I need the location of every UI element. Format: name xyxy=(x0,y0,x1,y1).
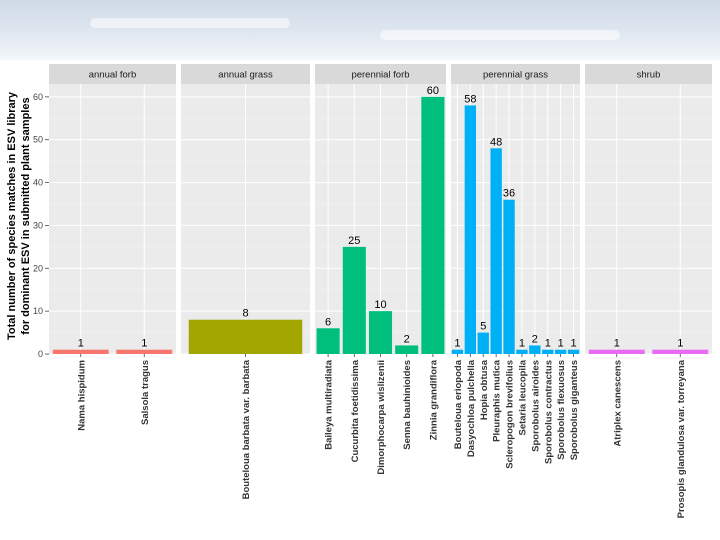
panel-perennial-grass: perennial grass 1 Bouteloua eriopoda 58 Dasy… xyxy=(451,64,580,469)
y-tick-label: 10 xyxy=(33,306,43,316)
panel-annual-forb: annual forb 1 Nama hispidum 1 Salsola tragus xyxy=(49,64,176,431)
x-category-label: Dasyochloa pulchella xyxy=(466,359,477,457)
x-category-label: Cucurbita foetidissima xyxy=(350,359,361,462)
x-category-label: Senna bauhinioides xyxy=(402,360,413,450)
y-tick-label: 50 xyxy=(33,135,43,145)
bar-value-label: 8 xyxy=(242,308,248,320)
bar-value-label: 1 xyxy=(558,338,564,350)
y-tick-label: 20 xyxy=(33,263,43,273)
bar-prosopis-glandulosa-var-torreyana xyxy=(652,349,709,354)
panel-shrub: shrub 1 Atriplex canescens 1 Prosopis glandu… xyxy=(585,64,712,518)
facet-strip-label: shrub xyxy=(637,70,661,81)
facet-strip xyxy=(451,64,580,84)
y-tick-label: 40 xyxy=(33,178,43,188)
bar-value-label: 5 xyxy=(480,321,486,333)
bar-value-label: 2 xyxy=(404,333,410,345)
bar-dimorphocarpa-wislizenii xyxy=(368,311,393,354)
x-category-label: Nama hispidum xyxy=(76,360,87,431)
bar-atriplex-canescens xyxy=(588,349,645,354)
facet-strip-label: annual grass xyxy=(218,70,273,81)
bar-dasyochloa-pulchella xyxy=(464,105,477,354)
bar-hopia-obtusa xyxy=(477,332,489,354)
x-category-label: Atriplex canescens xyxy=(612,360,623,447)
y-axis: 0 10 20 30 40 50 60 xyxy=(33,92,49,359)
x-category-label: Hopia obtusa xyxy=(479,359,490,420)
bar-value-label: 2 xyxy=(532,333,538,345)
bar-value-label: 6 xyxy=(325,316,331,328)
x-category-label: Setaria leucopila xyxy=(517,359,528,435)
facet-panels: annual forb 1 Nama hispidum 1 Salsola tragus… xyxy=(49,64,712,518)
facet-strip-label: perennial forb xyxy=(351,70,409,81)
bar-zinnia-grandiflora xyxy=(421,96,445,354)
bar-pleuraphis-mutica xyxy=(490,148,502,354)
y-axis-label-line-1: Total number of species matches in ESV l… xyxy=(6,91,18,340)
x-category-label: Bouteloua barbata var. barbata xyxy=(241,359,252,499)
bar-sporobolus-giganteus xyxy=(567,349,580,354)
x-category-label: Sporobolus flexuosus xyxy=(556,360,567,460)
y-axis-label: Total number of species matches in ESV l… xyxy=(6,91,32,340)
y-axis-label-line-2: for dominant ESV in submitted plant samp… xyxy=(20,97,32,334)
banner-streak xyxy=(380,30,620,40)
bar-cucurbita-foetidissima xyxy=(342,246,366,354)
banner-streak xyxy=(90,18,290,28)
bar-baileya-multiradiata xyxy=(316,328,340,354)
bar-value-label: 1 xyxy=(677,338,683,350)
facet-strip xyxy=(585,64,712,84)
bar-value-label: 1 xyxy=(519,338,525,350)
bar-senna-bauhinioides xyxy=(395,345,419,354)
x-category-label: Dimorphocarpa wislizenii xyxy=(376,360,387,475)
x-category-label: Bouteloua eriopoda xyxy=(453,359,464,449)
bar-sporobolus-contractus xyxy=(542,349,554,354)
bar-nama-hispidum xyxy=(52,349,109,354)
bar-scleropogon-brevifolius xyxy=(503,199,515,354)
panel-background xyxy=(49,84,176,354)
facet-strip xyxy=(49,64,176,84)
bar-sporobolus-flexuosus xyxy=(554,349,567,354)
bar-setaria-leucopila xyxy=(516,349,528,354)
facet-strip-label: perennial grass xyxy=(483,70,548,81)
panel-perennial-forb: perennial forb 6 Baileya multiradiata 25 Cuc… xyxy=(315,64,446,475)
x-category-label: Baileya multiradiata xyxy=(324,359,335,449)
bar-bouteloua-eriopoda xyxy=(451,349,464,354)
x-category-label: Sporobolus contractus xyxy=(543,360,554,464)
header-banner xyxy=(0,0,720,60)
bar-value-label: 10 xyxy=(374,299,386,311)
facet-strip-label: annual forb xyxy=(89,70,137,81)
bar-value-label: 48 xyxy=(490,136,502,148)
bar-salsola-tragus xyxy=(116,349,173,354)
bar-value-label: 1 xyxy=(454,338,460,350)
x-category-label: Sporobolus giganteus xyxy=(569,360,580,460)
bar-value-label: 1 xyxy=(545,338,551,350)
bar-value-label: 58 xyxy=(464,93,476,105)
bar-bouteloua-barbata-var-barbata xyxy=(188,319,303,354)
bar-value-label: 1 xyxy=(141,338,147,350)
x-category-label: Sporobolus airoides xyxy=(530,360,541,452)
y-tick-label: 60 xyxy=(33,92,43,102)
bar-value-label: 1 xyxy=(78,338,84,350)
facet-strip xyxy=(181,64,310,84)
facet-strip xyxy=(315,64,446,84)
y-tick-label: 30 xyxy=(33,220,43,230)
x-category-label: Zinnia grandiflora xyxy=(428,359,439,440)
y-tick-label: 0 xyxy=(38,349,43,359)
bar-sporobolus-airoides xyxy=(529,345,541,354)
bar-value-label: 60 xyxy=(427,85,439,97)
panel-annual-grass: annual grass 8 Bouteloua barbata var. barb… xyxy=(181,64,310,499)
x-category-label: Scleropogon brevifolius xyxy=(505,360,516,469)
x-category-label: Pleuraphis mutica xyxy=(492,359,503,442)
x-category-label: Salsola tragus xyxy=(140,360,151,425)
x-category-label: Prosopis glandulosa var. torreyana xyxy=(676,359,687,518)
bar-value-label: 25 xyxy=(348,235,360,247)
bar-value-label: 36 xyxy=(503,188,515,200)
bar-value-label: 1 xyxy=(570,338,576,350)
panel-background xyxy=(585,84,712,354)
bar-value-label: 1 xyxy=(614,338,620,350)
